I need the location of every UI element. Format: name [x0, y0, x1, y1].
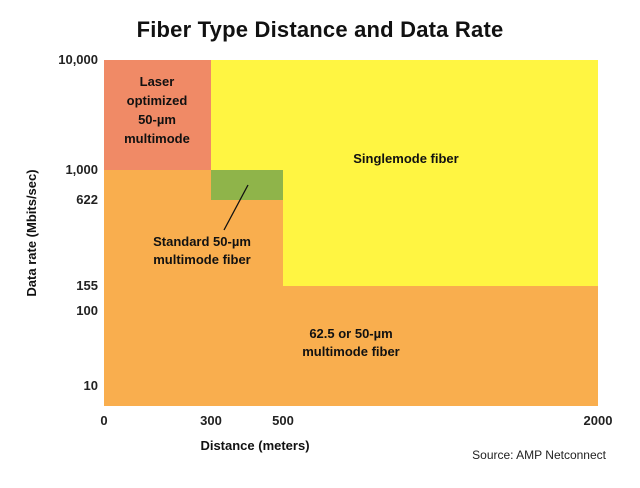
region-standard-50um	[211, 170, 283, 200]
region-laser-optimized	[104, 60, 211, 170]
region-singlemode-fiber-lower	[283, 170, 598, 286]
y-tick-label: 10	[84, 378, 98, 393]
source-note: Source: AMP Netconnect	[472, 448, 607, 462]
y-tick-label: 622	[76, 192, 98, 207]
y-tick-label: 155	[76, 278, 98, 293]
region-multimode-fiber	[104, 286, 598, 406]
y-tick-label: 10,000	[58, 52, 98, 67]
x-tick-label: 0	[100, 413, 107, 428]
y-tick-label: 1,000	[65, 162, 98, 177]
label-singlemode-fiber: Singlemode fiber	[353, 151, 458, 166]
x-tick-label: 500	[272, 413, 294, 428]
chart-title: Fiber Type Distance and Data Rate	[136, 17, 504, 42]
x-tick-label: 2000	[584, 413, 613, 428]
standard-fiber-leader-line	[223, 184, 249, 231]
x-tick-label: 300	[200, 413, 222, 428]
y-tick-label: 100	[76, 303, 98, 318]
x-axis-title: Distance (meters)	[200, 438, 309, 453]
y-axis-title: Data rate (Mbits/sec)	[24, 169, 39, 296]
region-singlemode-fiber	[211, 60, 598, 170]
label-standard-50um: Standard 50-µm multimode fiber	[153, 234, 251, 267]
label-laser-optimized: Laser optimized 50-µm multimode	[124, 74, 190, 146]
label-multimode-fiber: 62.5 or 50-µm multimode fiber	[302, 326, 400, 359]
